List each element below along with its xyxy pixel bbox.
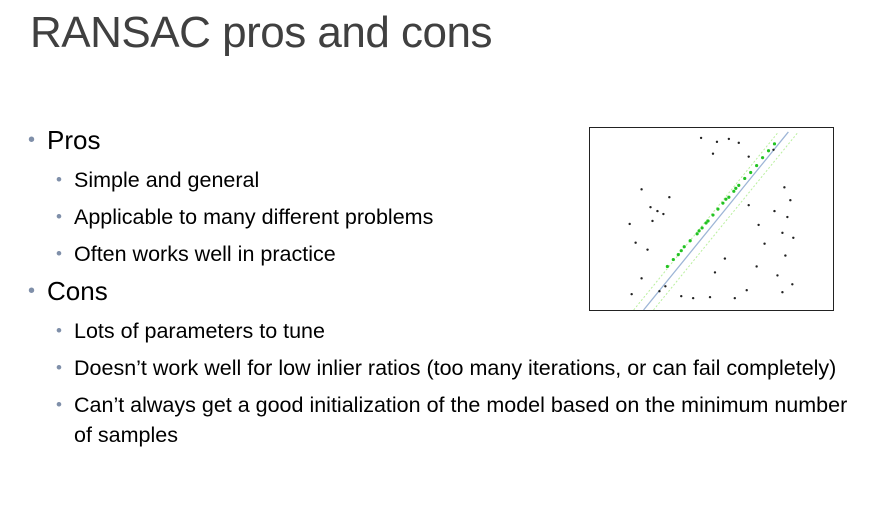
inlier-point [671,257,675,262]
outlier-point [747,155,750,158]
pros-section: • Pros • Simple and general • Applicable… [28,125,848,269]
bullet-dot-icon: • [56,170,62,189]
pros-list: • Simple and general • Applicable to man… [47,165,848,269]
inlier-point [704,221,708,225]
cons-item-text: Doesn’t work well for low inlier ratios … [74,356,837,380]
inlier-band-line [633,131,779,310]
inlier-point [755,164,759,168]
outlier-point [713,271,717,274]
inlier-point [665,264,669,269]
outlier-point [737,141,740,145]
inlier-point [676,253,680,257]
inlier-point [711,213,715,217]
outlier-point [784,254,787,257]
slide-title: RANSAC pros and cons [30,8,493,57]
bullet-list: • Pros • Simple and general • Applicable… [28,125,848,457]
outlier-point [662,212,665,216]
inlier-point [737,183,741,187]
pros-item-text: Often works well in practice [74,242,336,266]
outlier-point [646,248,649,251]
ransac-figure [589,127,834,311]
inlier-point [760,156,765,160]
list-item: • Can’t always get a good initialization… [47,390,848,450]
outlier-point [658,290,661,293]
inlier-band-line [653,131,799,310]
outlier-point [691,296,695,300]
inlier-point [695,232,699,236]
inlier-point [749,170,753,175]
inlier-point [706,219,710,223]
outlier-point [708,295,712,299]
bullet-dot-icon: • [56,244,62,263]
outlier-point [680,294,683,298]
outlier-point [640,277,643,280]
pros-item-text: Simple and general [74,168,260,192]
outlier-point [786,215,789,219]
scatter-plot-with-fitted-line-icon [628,131,799,310]
outlier-point [723,257,727,260]
bullet-dot-icon: • [28,280,36,302]
inlier-point [700,226,704,230]
outlier-point [634,241,637,244]
list-item: • Often works well in practice [47,239,848,269]
outlier-point [711,152,715,155]
outlier-point [628,222,631,226]
inlier-point [697,229,701,233]
outlier-point [781,231,784,235]
outlier-point [745,289,748,292]
outlier-point [630,292,633,296]
outlier-point [699,136,703,140]
list-item: • Simple and general [47,165,848,195]
outlier-point [783,186,786,189]
list-item: • Doesn’t work well for low inlier ratio… [47,353,848,383]
outlier-point [715,140,719,144]
outlier-point [791,283,794,286]
inlier-point [743,176,747,181]
outlier-point [649,205,652,209]
outlier-point [651,219,654,223]
inlier-point [734,186,738,190]
cons-list: • Lots of parameters to tune • Doesn’t w… [47,316,848,450]
outlier-point [755,265,758,268]
inlier-point [772,142,777,146]
outlier-point [747,203,750,207]
outlier-point [733,296,736,300]
outlier-point [640,188,643,191]
pros-item-text: Applicable to many different problems [74,205,434,229]
outlier-point [792,236,795,239]
outlier-point [763,242,766,245]
outlier-point [781,291,784,294]
cons-item-text: Lots of parameters to tune [74,319,325,343]
fitted-line [643,131,789,310]
outlier-point [773,209,776,213]
list-item: • Lots of parameters to tune [47,316,848,346]
inlier-point [724,197,728,201]
inlier-point [716,207,720,211]
inlier-point [679,249,683,253]
inlier-point [688,239,692,243]
outlier-point [757,223,760,227]
cons-item-text: Can’t always get a good initialization o… [74,393,848,447]
inlier-point [727,195,731,199]
inlier-point [721,201,725,205]
bullet-dot-icon: • [56,395,62,414]
inlier-point [682,245,686,249]
bullet-dot-icon: • [56,207,62,226]
outlier-point [656,209,659,213]
bullet-dot-icon: • [56,321,62,340]
list-item: • Applicable to many different problems [47,202,848,232]
outlier-point [789,199,792,202]
outlier-point [772,148,775,151]
pros-heading: Pros [47,125,101,155]
cons-heading: Cons [47,276,108,306]
cons-section: • Cons • Lots of parameters to tune • Do… [28,276,848,450]
bullet-dot-icon: • [28,129,36,151]
outlier-point [668,196,671,199]
outlier-point [776,274,779,277]
bullet-dot-icon: • [56,358,62,377]
inlier-point [766,149,771,153]
inlier-point [732,189,736,193]
outlier-point [727,137,731,141]
outlier-point [664,285,667,288]
